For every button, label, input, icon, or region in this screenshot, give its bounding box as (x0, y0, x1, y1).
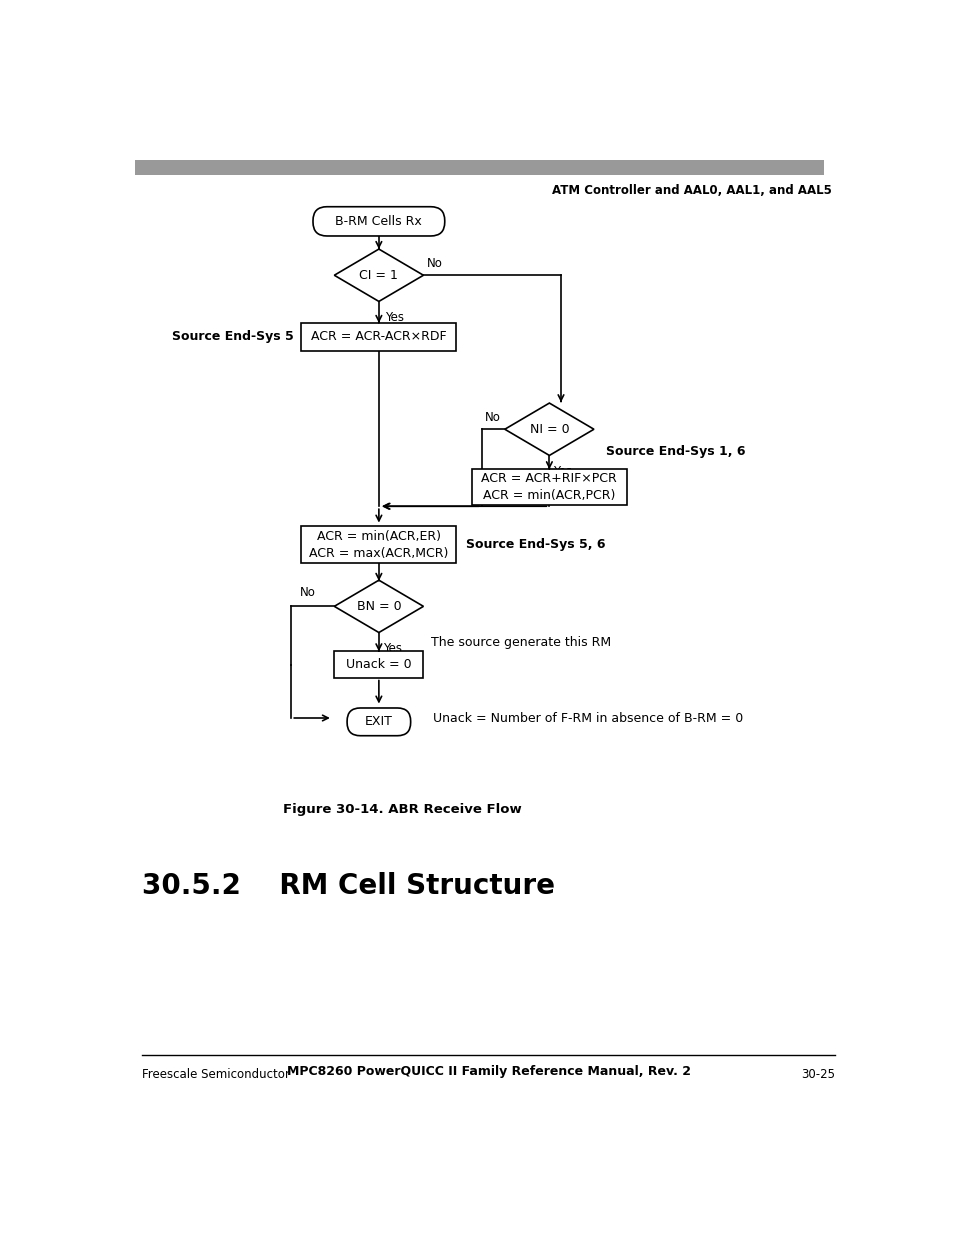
Polygon shape (504, 403, 594, 456)
Text: ACR = min(ACR,ER): ACR = min(ACR,ER) (316, 530, 440, 542)
Text: CI = 1: CI = 1 (359, 269, 398, 282)
Text: Unack = 0: Unack = 0 (346, 657, 412, 671)
Text: ATM Controller and AAL0, AAL1, and AAL5: ATM Controller and AAL0, AAL1, and AAL5 (552, 184, 831, 198)
Text: Unack = Number of F-RM in absence of B-RM = 0: Unack = Number of F-RM in absence of B-R… (433, 711, 742, 725)
Text: Source End-Sys 1, 6: Source End-Sys 1, 6 (605, 445, 744, 458)
Text: Yes: Yes (385, 311, 404, 324)
Text: Yes: Yes (553, 464, 572, 478)
Text: 30.5.2    RM Cell Structure: 30.5.2 RM Cell Structure (142, 872, 555, 900)
FancyBboxPatch shape (134, 159, 823, 175)
Text: ACR = ACR+RIF×PCR: ACR = ACR+RIF×PCR (481, 472, 617, 485)
Text: BN = 0: BN = 0 (356, 600, 401, 613)
Text: NI = 0: NI = 0 (529, 422, 569, 436)
Text: Yes: Yes (382, 642, 401, 655)
Text: No: No (484, 411, 500, 424)
FancyBboxPatch shape (313, 206, 444, 236)
FancyBboxPatch shape (347, 708, 410, 736)
Text: ACR = ACR-ACR×RDF: ACR = ACR-ACR×RDF (311, 330, 446, 343)
Text: ACR = max(ACR,MCR): ACR = max(ACR,MCR) (309, 547, 448, 559)
Text: Freescale Semiconductor: Freescale Semiconductor (142, 1068, 290, 1082)
Text: No: No (299, 585, 315, 599)
Text: MPC8260 PowerQUICC II Family Reference Manual, Rev. 2: MPC8260 PowerQUICC II Family Reference M… (287, 1065, 690, 1077)
Text: Figure 30-14. ABR Receive Flow: Figure 30-14. ABR Receive Flow (282, 803, 521, 816)
Text: B-RM Cells Rx: B-RM Cells Rx (335, 215, 422, 227)
Text: ACR = min(ACR,PCR): ACR = min(ACR,PCR) (482, 489, 615, 501)
Bar (301, 526, 456, 563)
Bar (334, 651, 423, 678)
Text: 30-25: 30-25 (801, 1068, 835, 1082)
Bar (301, 324, 456, 351)
Text: Source End-Sys 5, 6: Source End-Sys 5, 6 (465, 538, 604, 551)
Text: EXIT: EXIT (365, 715, 393, 729)
Text: No: No (427, 257, 443, 270)
Text: Source End-Sys 5: Source End-Sys 5 (172, 330, 294, 343)
Bar (472, 468, 626, 505)
Polygon shape (334, 580, 423, 632)
Text: The source generate this RM: The source generate this RM (431, 636, 611, 650)
Polygon shape (334, 249, 423, 301)
